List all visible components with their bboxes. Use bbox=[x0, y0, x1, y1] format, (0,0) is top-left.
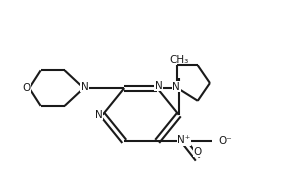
Text: O⁻: O⁻ bbox=[218, 136, 232, 146]
Text: CH₃: CH₃ bbox=[169, 55, 188, 65]
Text: N: N bbox=[154, 81, 162, 91]
Text: N⁺: N⁺ bbox=[177, 135, 191, 145]
Text: O: O bbox=[22, 83, 30, 93]
Text: N: N bbox=[95, 110, 103, 120]
Text: N: N bbox=[81, 82, 89, 92]
Text: O: O bbox=[194, 147, 202, 157]
Text: N: N bbox=[172, 82, 180, 92]
